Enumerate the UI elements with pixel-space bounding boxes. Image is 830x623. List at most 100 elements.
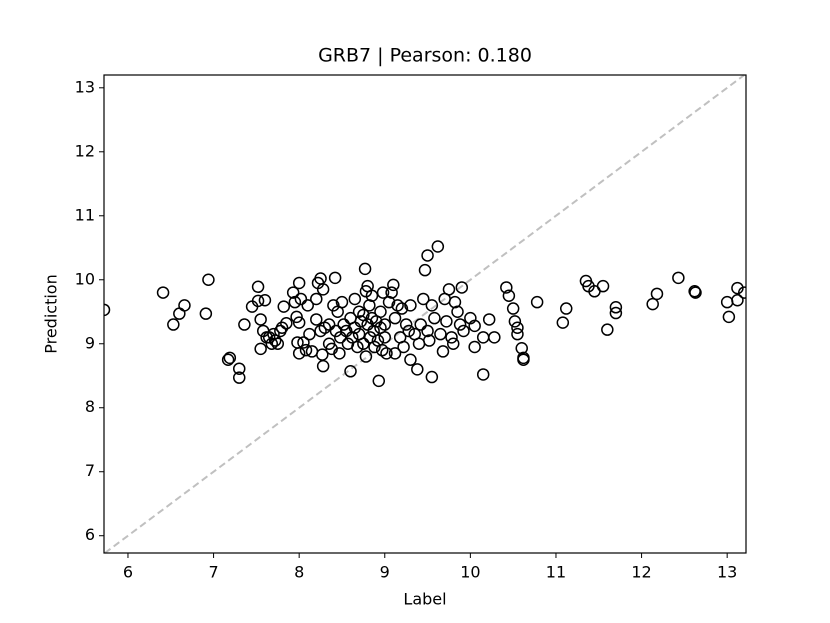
point (322, 318, 336, 331)
x-tick-label: 10 (460, 563, 480, 582)
x-tick-label: 8 (294, 563, 304, 582)
point (221, 353, 235, 367)
point (104, 303, 111, 317)
point (238, 318, 251, 331)
point (672, 271, 685, 285)
point (431, 240, 445, 253)
y-axis-label: Prediction (42, 274, 61, 353)
point (468, 340, 481, 354)
point (596, 279, 610, 293)
point (601, 323, 614, 336)
point (388, 311, 402, 325)
point (310, 292, 323, 306)
point (167, 318, 180, 331)
x-tick-label: 13 (717, 563, 737, 582)
point (502, 289, 516, 303)
point (351, 340, 364, 354)
point (453, 318, 467, 331)
point (294, 292, 308, 306)
point (348, 292, 362, 306)
x-axis-label: Label (403, 590, 446, 609)
point (720, 295, 734, 309)
point (328, 271, 342, 285)
point (202, 273, 215, 287)
point (395, 302, 409, 315)
point (358, 262, 372, 276)
point (609, 306, 623, 320)
point (277, 300, 291, 313)
y-tick-label: 10 (75, 269, 95, 288)
point (303, 327, 316, 341)
y-tick-label: 12 (75, 141, 95, 160)
point (421, 249, 434, 262)
x-tick-label: 6 (123, 563, 133, 582)
point (156, 286, 170, 299)
point (316, 359, 330, 373)
point (476, 368, 490, 381)
point (378, 331, 392, 344)
point (421, 324, 434, 338)
point (357, 337, 370, 351)
point (280, 317, 293, 330)
x-tick-label: 9 (380, 563, 390, 582)
point (368, 340, 381, 354)
y-tick-label: 11 (75, 205, 95, 224)
point (455, 281, 469, 294)
point (425, 299, 439, 312)
point (417, 292, 430, 306)
point (468, 319, 481, 333)
y-tick-label: 13 (75, 77, 95, 96)
point (418, 263, 432, 277)
point (609, 301, 623, 314)
point (292, 316, 306, 329)
point (251, 280, 265, 294)
point (731, 281, 744, 295)
point (292, 276, 306, 290)
point (380, 347, 393, 360)
point (290, 310, 303, 324)
point (411, 363, 424, 376)
x-tick-label: 12 (631, 563, 651, 582)
point (482, 313, 496, 326)
point (335, 295, 349, 309)
point (385, 286, 398, 299)
point (425, 370, 439, 384)
point (344, 365, 357, 378)
point (488, 331, 501, 344)
y-tick-label: 9 (85, 333, 95, 352)
point (268, 334, 282, 347)
y-tick-label: 8 (85, 397, 95, 416)
point (738, 286, 746, 299)
point (511, 321, 524, 335)
point (327, 299, 340, 312)
point (254, 342, 267, 356)
point (446, 337, 460, 351)
point (511, 327, 524, 341)
point (731, 293, 744, 307)
x-tick-label: 7 (208, 563, 218, 582)
point (288, 295, 302, 309)
point (365, 289, 379, 303)
y-tick-label: 7 (85, 461, 95, 480)
point (440, 315, 453, 328)
point (387, 278, 400, 292)
reference-line (104, 74, 745, 554)
point (506, 302, 520, 315)
point (457, 324, 470, 338)
point (316, 283, 330, 296)
point (556, 316, 570, 329)
point (271, 337, 285, 351)
point (404, 299, 417, 312)
point (530, 295, 544, 309)
point (372, 374, 386, 388)
plot-frame (103, 74, 747, 554)
point (178, 299, 191, 312)
point (500, 281, 513, 294)
point (402, 324, 415, 338)
point (299, 343, 313, 357)
point (722, 310, 736, 324)
point (258, 293, 272, 307)
point (254, 313, 267, 326)
point (286, 286, 300, 299)
point (423, 334, 436, 347)
